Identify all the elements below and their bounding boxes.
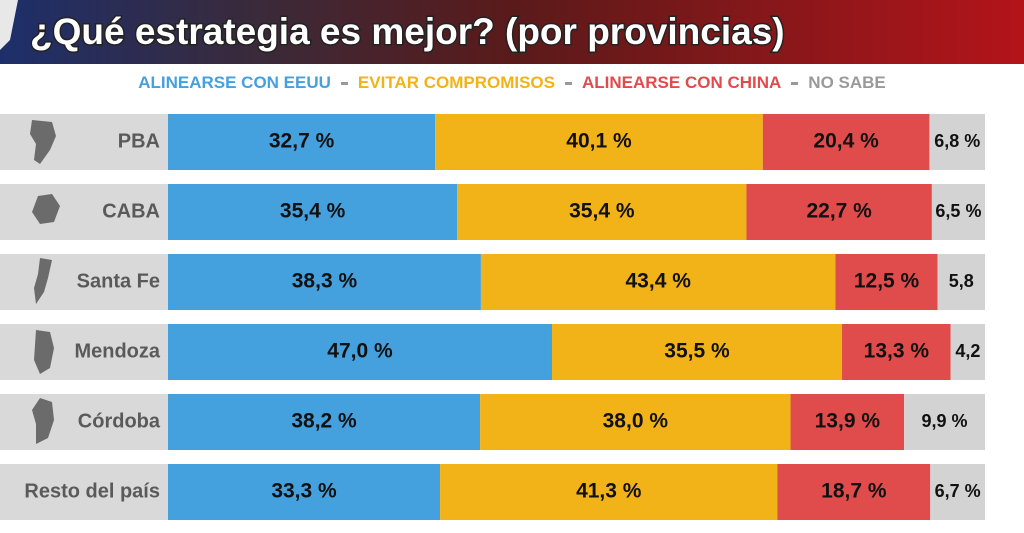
province-icon — [34, 330, 54, 374]
value-label: 20,4 % — [813, 130, 879, 153]
legend-item: ALINEARSE CON CHINA — [582, 73, 782, 92]
row-label-background — [0, 394, 168, 450]
bar-segment — [440, 464, 778, 520]
value-label: 38,3 % — [292, 270, 358, 293]
legend-item: EVITAR COMPROMISOS — [357, 73, 555, 92]
bar-segment — [168, 464, 441, 520]
bar-segment — [762, 114, 930, 170]
value-label: 32,7 % — [269, 130, 335, 153]
value-label: 6,5 % — [935, 201, 981, 221]
category-label: Santa Fe — [77, 270, 160, 292]
category-label: Mendoza — [74, 340, 160, 362]
chart-title: ¿Qué estrategia es mejor? (por provincia… — [30, 11, 785, 52]
value-label: 5,8 — [949, 271, 974, 291]
bar-segment — [480, 254, 836, 310]
value-label: 33,3 % — [271, 480, 337, 503]
category-label: Resto del país — [24, 480, 160, 502]
bar-segment — [931, 184, 985, 240]
value-label: 35,4 % — [280, 200, 346, 223]
bar-segment — [435, 114, 763, 170]
value-label: 38,2 % — [291, 410, 357, 433]
row-label-background — [0, 184, 168, 240]
value-label: 4,2 — [955, 341, 980, 361]
bar-segment — [168, 324, 552, 380]
bar-segment — [835, 254, 938, 310]
bar-segment — [168, 254, 481, 310]
bar-segment — [168, 394, 481, 450]
value-label: 6,8 % — [934, 131, 980, 151]
legend-separator — [791, 81, 799, 85]
bar-segment — [168, 184, 458, 240]
value-label: 41,3 % — [576, 480, 642, 503]
value-label: 13,9 % — [815, 410, 881, 433]
value-label: 13,3 % — [864, 340, 930, 363]
row-label-background — [0, 114, 168, 170]
value-label: 38,0 % — [603, 410, 669, 433]
province-icon — [34, 258, 52, 304]
bar-segment — [168, 114, 436, 170]
bar-segment — [904, 394, 985, 450]
value-label: 18,7 % — [821, 480, 887, 503]
bar-segment — [950, 324, 985, 380]
row-label-background — [0, 464, 168, 520]
bar-segment — [930, 464, 985, 520]
bar-segment — [457, 184, 747, 240]
bar-segment — [777, 464, 931, 520]
row-label-background — [0, 254, 168, 310]
flag-decoration — [0, 0, 18, 50]
value-label: 40,1 % — [566, 130, 632, 153]
bar-segment — [480, 394, 791, 450]
bar-segment — [551, 324, 843, 380]
category-label: Córdoba — [78, 410, 161, 432]
value-label: 22,7 % — [806, 200, 872, 223]
value-label: 12,5 % — [854, 270, 920, 293]
bar-segment — [929, 114, 985, 170]
value-label: 6,7 % — [935, 481, 981, 501]
value-label: 35,4 % — [569, 200, 635, 223]
value-label: 35,5 % — [664, 340, 730, 363]
value-label: 9,9 % — [922, 411, 968, 431]
bar-segment — [746, 184, 932, 240]
title-banner — [0, 0, 1024, 64]
legend-separator — [565, 81, 572, 85]
legend-separator — [340, 81, 348, 85]
bar-segment — [937, 254, 985, 310]
bar-segment — [790, 394, 905, 450]
legend-item: ALINEARSE CON EEUU — [138, 73, 331, 92]
value-label: 43,4 % — [626, 270, 692, 293]
category-label: CABA — [102, 200, 160, 222]
province-icon — [32, 398, 54, 444]
province-icon — [30, 120, 56, 164]
legend-item: NO SABE — [808, 73, 886, 92]
value-label: 47,0 % — [327, 340, 393, 363]
bar-segment — [842, 324, 951, 380]
legend: ALINEARSE CON EEUU EVITAR COMPROMISOS ALIN… — [0, 70, 1024, 96]
category-label: PBA — [118, 130, 160, 152]
row-label-background — [0, 324, 168, 380]
province-icon — [32, 194, 60, 224]
